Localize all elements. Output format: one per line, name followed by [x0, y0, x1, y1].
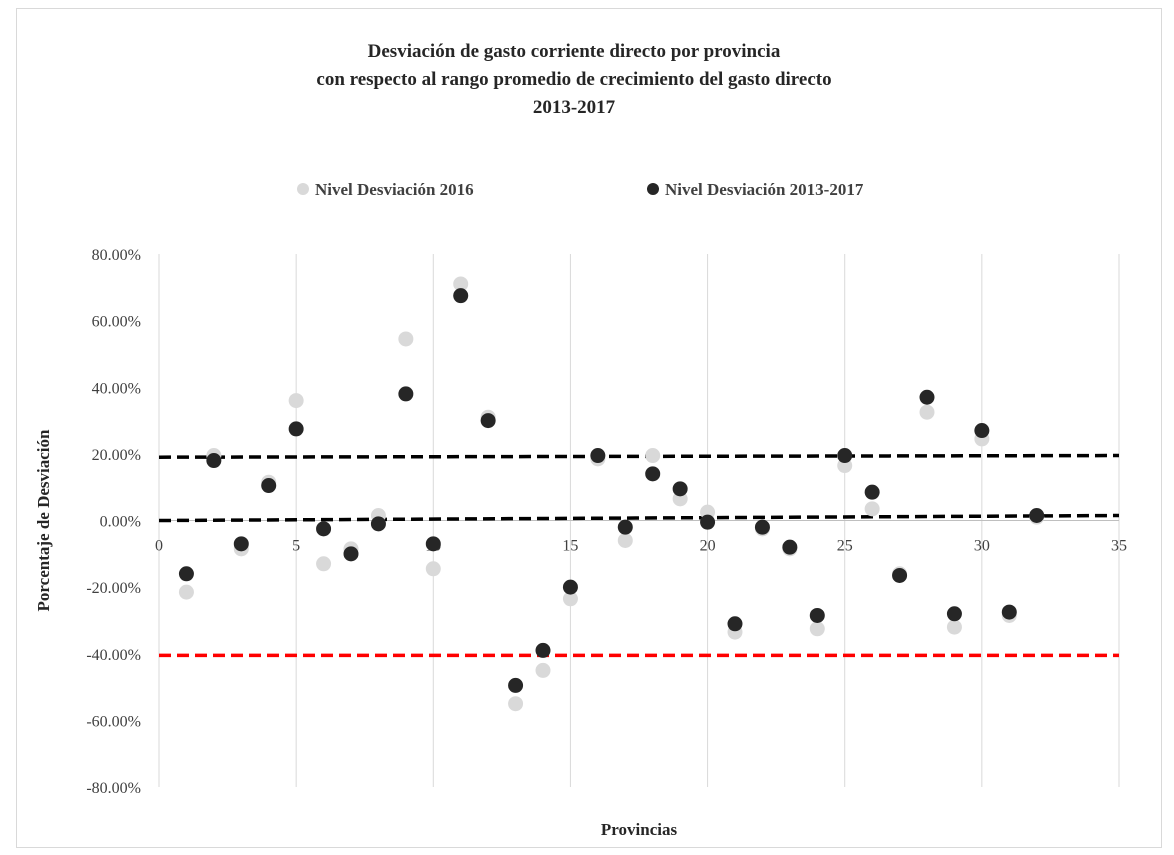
data-point [288, 421, 304, 437]
data-point [1029, 508, 1045, 524]
data-point [700, 514, 716, 530]
legend-marker [647, 183, 659, 195]
data-point [1001, 604, 1017, 620]
data-point [727, 616, 743, 632]
data-point [425, 561, 441, 577]
data-point [343, 546, 359, 562]
data-point [316, 521, 332, 537]
data-point [508, 696, 524, 712]
reference-lines [158, 453, 1120, 658]
data-point [919, 389, 935, 405]
data-point [837, 448, 853, 464]
y-tick-label: -40.00% [86, 647, 141, 664]
data-point [590, 448, 606, 464]
data-point [864, 484, 880, 500]
chart-title-line: Desviación de gasto corriente directo po… [368, 41, 781, 62]
y-tick-label: 0.00% [100, 514, 141, 531]
y-axis-label: Porcentaje de Desviación [34, 429, 53, 611]
data-point [974, 423, 990, 439]
data-point [782, 539, 798, 555]
data-point [316, 556, 332, 572]
scatter-chart: Desviación de gasto corriente directo po… [34, 41, 1127, 839]
x-tick-label: 35 [1111, 538, 1127, 555]
x-tick-label: 20 [700, 538, 716, 555]
data-point [398, 386, 414, 402]
data-points [178, 276, 1045, 712]
data-point [809, 607, 825, 623]
data-point [288, 393, 304, 409]
data-point [617, 532, 633, 548]
x-tick-label: 25 [837, 538, 853, 555]
data-point [206, 453, 222, 469]
y-tick-label: 80.00% [92, 247, 141, 264]
data-point [946, 619, 962, 635]
data-point [892, 567, 908, 583]
x-tick-label: 0 [155, 538, 163, 555]
data-point [453, 288, 469, 304]
y-tick-label: -60.00% [86, 713, 141, 730]
x-axis-label: Provincias [601, 820, 678, 839]
data-point [809, 621, 825, 637]
y-axis-tick-labels: 80.00% 60.00% 40.00% 20.00% 0.00% -20.00% -40.… [86, 247, 141, 797]
reference-line [158, 453, 1120, 459]
y-tick-label: 60.00% [92, 314, 141, 331]
chart-frame: Desviación de gasto corriente directo po… [16, 8, 1162, 848]
data-point [233, 536, 249, 552]
data-point [946, 606, 962, 622]
legend: Nivel Desviación 2016 Nivel Desviación 20… [297, 180, 864, 199]
data-point [919, 404, 935, 420]
chart-title: Desviación de gasto corriente directo po… [316, 41, 831, 118]
data-point [864, 501, 880, 517]
data-point [562, 579, 578, 595]
data-point [178, 566, 194, 582]
x-tick-label: 15 [562, 538, 578, 555]
y-tick-label: -20.00% [86, 580, 141, 597]
x-axis-tick-labels: 05101520253035 [155, 538, 1127, 555]
y-tick-label: -80.00% [86, 780, 141, 797]
y-tick-label: 40.00% [92, 380, 141, 397]
data-point [754, 519, 770, 535]
reference-line [158, 513, 1120, 523]
data-point [425, 536, 441, 552]
data-point [370, 516, 386, 532]
x-tick-label: 5 [292, 538, 300, 555]
x-tick-label: 30 [974, 538, 990, 555]
data-point [645, 448, 661, 464]
data-point [453, 276, 469, 292]
data-point [535, 642, 551, 658]
legend-label: Nivel Desviación 2016 [315, 180, 474, 199]
data-point [645, 466, 661, 482]
data-point [535, 662, 551, 678]
legend-marker [297, 183, 309, 195]
data-point [480, 413, 496, 429]
data-point [617, 519, 633, 535]
legend-label: Nivel Desviación 2013-2017 [665, 180, 864, 199]
chart-title-line: con respecto al rango promedio de crecim… [316, 69, 831, 90]
chart-title-line: 2013-2017 [533, 97, 616, 118]
data-point [398, 331, 414, 347]
data-point [562, 591, 578, 607]
data-point [261, 478, 277, 494]
data-point [508, 677, 524, 693]
y-tick-label: 20.00% [92, 447, 141, 464]
data-point [178, 584, 194, 600]
data-point [672, 481, 688, 497]
